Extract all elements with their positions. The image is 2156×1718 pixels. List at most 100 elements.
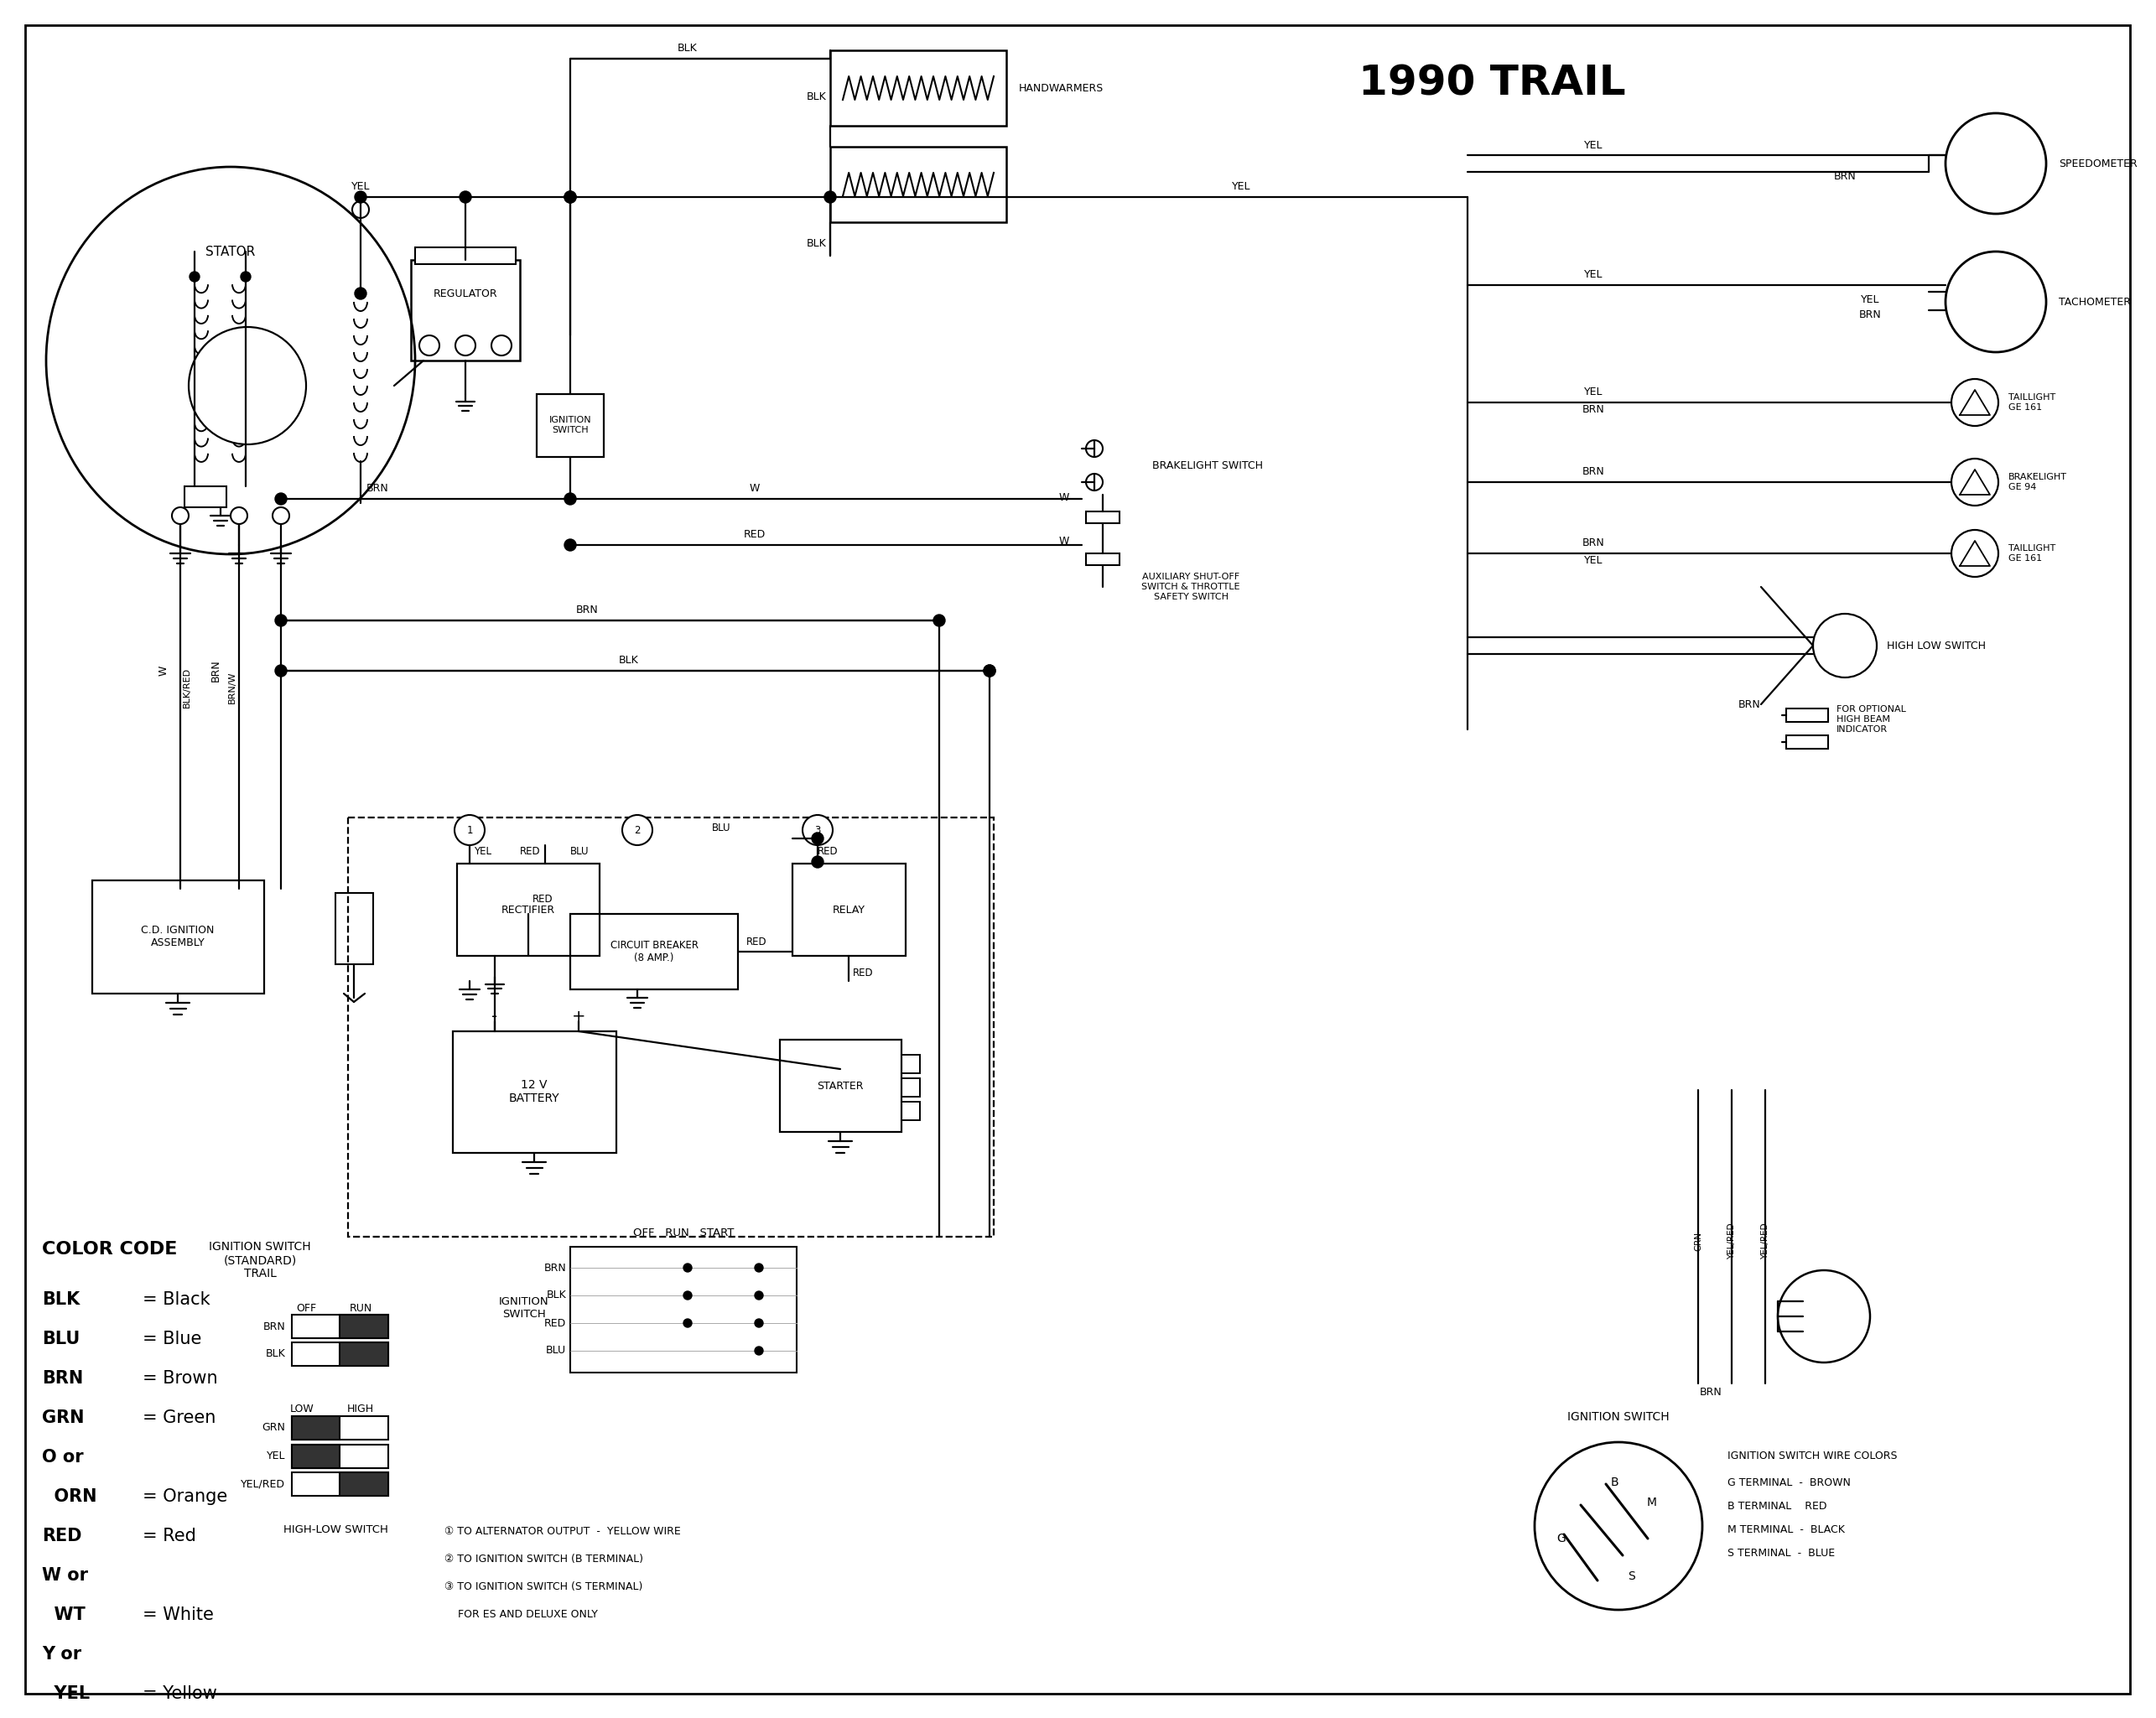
Text: WT: WT: [41, 1606, 86, 1624]
Text: = Black: = Black: [142, 1292, 209, 1307]
Text: LOW: LOW: [289, 1404, 315, 1414]
Circle shape: [755, 1319, 763, 1328]
Text: HIGH-LOW SWITCH: HIGH-LOW SWITCH: [282, 1526, 388, 1536]
Text: IGNITION SWITCH: IGNITION SWITCH: [1567, 1410, 1669, 1423]
Text: IGNITION SWITCH WIRE COLORS: IGNITION SWITCH WIRE COLORS: [1727, 1450, 1897, 1462]
Circle shape: [276, 493, 287, 505]
Text: BLK: BLK: [806, 91, 826, 101]
Text: W or: W or: [41, 1567, 88, 1584]
Text: G: G: [1557, 1532, 1565, 1544]
Circle shape: [1779, 1270, 1869, 1362]
Bar: [569, 914, 737, 990]
Text: BRAKELIGHT SWITCH: BRAKELIGHT SWITCH: [1151, 460, 1263, 471]
Text: G TERMINAL  -  BROWN: G TERMINAL - BROWN: [1727, 1477, 1850, 1488]
Circle shape: [492, 335, 511, 356]
Text: ORN: ORN: [41, 1488, 97, 1505]
Circle shape: [190, 326, 306, 445]
Circle shape: [802, 814, 832, 845]
Bar: [1087, 512, 1119, 524]
Text: BRAKELIGHT
GE 94: BRAKELIGHT GE 94: [2009, 472, 2068, 491]
Text: GRN: GRN: [261, 1423, 285, 1433]
Text: = Brown: = Brown: [142, 1369, 218, 1386]
Text: S: S: [1628, 1570, 1634, 1582]
Text: RED: RED: [543, 1318, 567, 1328]
Bar: [1087, 553, 1119, 565]
Circle shape: [1951, 529, 1999, 577]
Bar: [416, 247, 515, 265]
Text: IGNITION SWITCH
(STANDARD)
TRAIL: IGNITION SWITCH (STANDARD) TRAIL: [209, 1240, 310, 1280]
Text: = White: = White: [142, 1606, 213, 1624]
Bar: [537, 393, 604, 457]
Bar: [830, 50, 1007, 125]
Text: YEL: YEL: [265, 1452, 285, 1462]
Text: YEL/RED: YEL/RED: [1727, 1223, 1736, 1259]
Bar: [336, 893, 373, 964]
Text: BLU: BLU: [711, 823, 731, 833]
Text: BRN: BRN: [543, 1263, 567, 1273]
Text: BRN: BRN: [209, 660, 220, 682]
Text: ① TO ALTERNATOR OUTPUT  -  YELLOW WIRE: ① TO ALTERNATOR OUTPUT - YELLOW WIRE: [444, 1526, 681, 1538]
Bar: [1785, 735, 1828, 749]
Circle shape: [1087, 474, 1102, 491]
Circle shape: [172, 507, 190, 524]
Circle shape: [623, 814, 653, 845]
Circle shape: [683, 1263, 692, 1271]
Bar: [291, 1416, 388, 1440]
Circle shape: [565, 493, 576, 505]
Text: -: -: [492, 1008, 498, 1024]
Text: 2: 2: [634, 825, 640, 835]
Text: YEL: YEL: [1585, 555, 1602, 565]
Bar: [341, 1342, 388, 1366]
Text: B TERMINAL    RED: B TERMINAL RED: [1727, 1502, 1826, 1512]
Text: BLU: BLU: [41, 1331, 80, 1347]
Circle shape: [755, 1263, 763, 1271]
Text: STARTER: STARTER: [817, 1081, 865, 1091]
Text: HANDWARMERS: HANDWARMERS: [1020, 82, 1104, 93]
Text: RED: RED: [854, 967, 873, 978]
Text: TAILLIGHT
GE 161: TAILLIGHT GE 161: [2009, 393, 2055, 412]
Circle shape: [983, 665, 996, 677]
Text: YEL: YEL: [1585, 139, 1602, 151]
Text: BRN: BRN: [1699, 1386, 1723, 1397]
Circle shape: [934, 615, 944, 627]
Circle shape: [231, 507, 248, 524]
Circle shape: [455, 814, 485, 845]
Text: BRN: BRN: [1738, 699, 1761, 710]
Text: = Yellow: = Yellow: [142, 1685, 218, 1703]
Text: RED: RED: [520, 845, 541, 857]
Text: OFF   RUN   START: OFF RUN START: [634, 1227, 733, 1239]
Text: YEL: YEL: [351, 180, 371, 192]
Bar: [453, 1031, 617, 1153]
Text: BRN: BRN: [1858, 309, 1882, 320]
Text: BLK: BLK: [806, 237, 826, 249]
Bar: [412, 259, 520, 361]
Polygon shape: [1960, 469, 1990, 495]
Bar: [291, 1342, 388, 1366]
Circle shape: [824, 191, 837, 203]
Text: 1: 1: [466, 825, 472, 835]
Circle shape: [1087, 440, 1102, 457]
Circle shape: [565, 539, 576, 551]
Circle shape: [1945, 251, 2046, 352]
Text: W: W: [157, 665, 168, 675]
Text: W: W: [1059, 536, 1069, 546]
Text: BRN: BRN: [576, 605, 597, 615]
Circle shape: [455, 335, 476, 356]
Text: W: W: [1059, 491, 1069, 503]
Text: YEL/RED: YEL/RED: [1761, 1223, 1770, 1259]
Circle shape: [356, 191, 367, 203]
Circle shape: [190, 271, 201, 282]
Bar: [1785, 708, 1828, 722]
Text: GRN: GRN: [1695, 1232, 1703, 1251]
Bar: [901, 1055, 921, 1074]
Text: FOR ES AND DELUXE ONLY: FOR ES AND DELUXE ONLY: [444, 1610, 597, 1620]
Text: YEL: YEL: [1231, 180, 1250, 192]
Text: BLU: BLU: [569, 845, 589, 857]
Bar: [341, 1314, 388, 1338]
Text: IGNITION
SWITCH: IGNITION SWITCH: [550, 416, 591, 435]
Circle shape: [565, 191, 576, 203]
Circle shape: [683, 1319, 692, 1328]
Text: = Blue: = Blue: [142, 1331, 201, 1347]
Text: C.D. IGNITION
ASSEMBLY: C.D. IGNITION ASSEMBLY: [140, 924, 213, 948]
Bar: [93, 880, 265, 993]
